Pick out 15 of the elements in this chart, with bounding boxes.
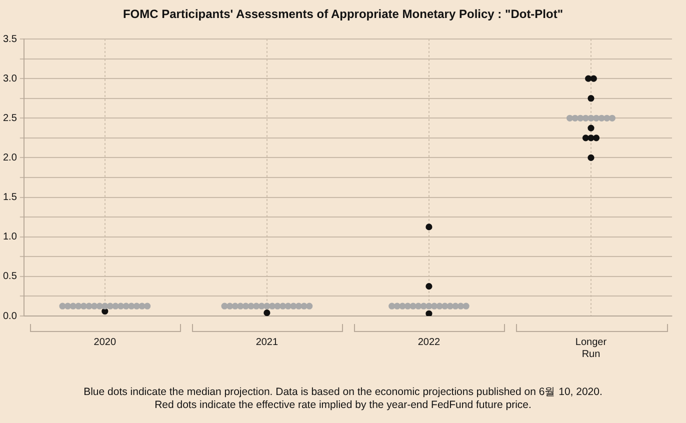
text: Red dots indicate the effective rate implied by the year-end FedFund future price. [154,399,532,412]
y-tick-label: 2.0 [2,152,18,164]
y-tick-label: 3.0 [2,73,18,84]
x-tick-label: 2020 [94,336,116,348]
x-tick-label: 2021 [256,336,278,348]
chart-title: FOMC Participants' Assessments of Appropriate Monetary Policy : "Dot-Plot" [122,7,564,21]
x-tick-label: Longer Run [575,336,608,360]
y-tick-label: 2.5 [2,112,18,124]
y-tick-label: 1.0 [2,232,18,243]
y-tick-label: 0.0 [2,310,18,322]
text: Blue dots indicate the median projection. Data is based on the economic projections published on 6월 10, 2020. [82,386,604,399]
y-tick-label: 0.5 [2,271,18,282]
x-tick-label: 2022 [418,336,441,348]
y-tick-label: 1.5 [2,192,18,204]
y-tick-label: 3.5 [2,34,18,45]
